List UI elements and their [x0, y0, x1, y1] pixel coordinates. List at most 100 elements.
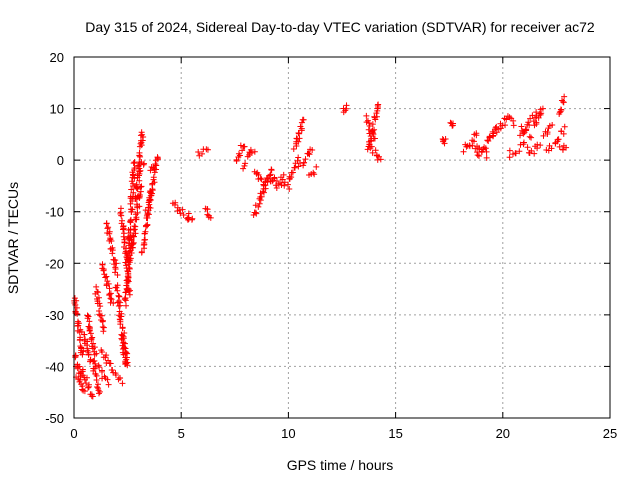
data-point: [138, 249, 145, 256]
data-point: [295, 138, 302, 145]
data-point: [177, 210, 184, 217]
data-point: [516, 148, 523, 155]
data-point: [558, 128, 565, 135]
data-point: [112, 257, 119, 264]
data-point: [474, 152, 481, 159]
data-point: [106, 228, 113, 235]
data-point: [241, 143, 248, 150]
data-point: [534, 145, 541, 152]
data-point: [369, 149, 376, 156]
data-point: [152, 157, 159, 164]
y-tick-label: -10: [45, 205, 64, 220]
data-point: [131, 175, 138, 182]
data-point: [171, 201, 178, 208]
data-point: [369, 121, 376, 128]
data-point: [493, 129, 500, 136]
data-point: [487, 134, 494, 141]
data-point: [85, 384, 92, 391]
data-point: [555, 136, 562, 143]
data-point: [240, 165, 247, 172]
data-point: [129, 180, 136, 187]
data-point: [510, 122, 517, 129]
data-point: [267, 171, 274, 178]
data-point: [371, 126, 378, 133]
y-tick-label: 0: [57, 153, 64, 168]
data-point: [106, 291, 113, 298]
data-point: [138, 183, 145, 190]
data-point: [94, 383, 101, 390]
data-point: [549, 122, 556, 129]
data-point: [130, 239, 137, 246]
data-point: [527, 115, 534, 122]
data-point: [366, 122, 373, 129]
data-point: [99, 318, 106, 325]
data-point: [154, 154, 161, 161]
data-point: [144, 210, 151, 217]
data-point: [119, 217, 126, 224]
data-point: [311, 171, 318, 178]
data-point: [117, 375, 124, 382]
data-point: [492, 125, 499, 132]
data-point: [560, 98, 567, 105]
data-point: [258, 176, 265, 183]
data-point: [241, 162, 248, 169]
data-point: [152, 160, 159, 167]
data-point: [119, 336, 126, 343]
data-point: [375, 101, 382, 108]
data-point: [309, 147, 316, 154]
data-point: [179, 206, 186, 213]
data-point: [81, 388, 88, 395]
data-point: [77, 336, 84, 343]
y-tick-label: -40: [45, 359, 64, 374]
data-point: [281, 182, 288, 189]
data-point: [127, 217, 134, 224]
data-point: [528, 134, 535, 141]
data-point: [146, 196, 153, 203]
y-tick-label: -20: [45, 256, 64, 271]
data-point: [557, 106, 564, 113]
y-tick-label: 20: [50, 50, 64, 65]
data-point: [108, 237, 115, 244]
data-point: [129, 198, 136, 205]
data-point: [290, 145, 297, 152]
data-point: [259, 188, 266, 195]
data-point: [502, 122, 509, 129]
data-point: [145, 204, 152, 211]
data-point: [373, 113, 380, 120]
data-point: [89, 334, 96, 341]
data-points: [71, 93, 570, 400]
data-point: [272, 182, 279, 189]
data-point: [296, 130, 303, 137]
x-axis-label: GPS time / hours: [287, 457, 394, 473]
data-point: [271, 174, 278, 181]
data-point: [105, 224, 112, 231]
data-point: [126, 291, 133, 298]
data-point: [470, 138, 477, 145]
data-point: [107, 290, 114, 297]
data-point: [264, 175, 271, 182]
data-point: [92, 360, 99, 367]
data-point: [524, 144, 531, 151]
data-point: [121, 344, 128, 351]
data-point: [109, 366, 116, 373]
data-point: [449, 122, 456, 129]
data-point: [533, 119, 540, 126]
data-point: [563, 144, 570, 151]
data-point: [146, 197, 153, 204]
data-point: [89, 393, 96, 400]
data-point: [366, 120, 373, 127]
data-point: [128, 249, 135, 256]
data-point: [463, 143, 470, 150]
data-point: [74, 323, 81, 330]
data-point: [299, 116, 306, 123]
data-point: [138, 129, 145, 136]
data-point: [103, 220, 110, 227]
data-point: [79, 366, 86, 373]
data-point: [98, 312, 105, 319]
data-point: [548, 145, 555, 152]
data-point: [136, 203, 143, 210]
data-point: [93, 372, 100, 379]
data-point: [499, 122, 506, 129]
data-point: [115, 292, 122, 299]
data-point: [252, 209, 259, 216]
